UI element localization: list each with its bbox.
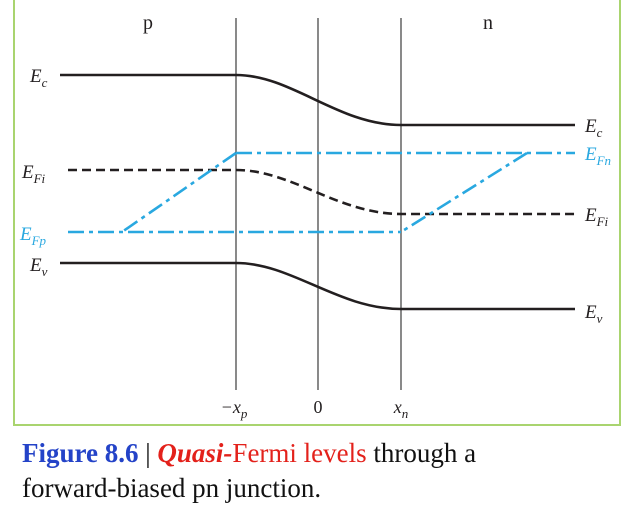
neg-xp-label: −xp bbox=[221, 397, 248, 421]
conduction-band-edge bbox=[60, 73, 575, 127]
efi-right-symbol: E bbox=[584, 205, 597, 226]
efn-symbol: E bbox=[584, 144, 597, 165]
ev-right-subscript: v bbox=[597, 311, 603, 326]
efn-label: EFn bbox=[584, 144, 611, 168]
ec-left-label: Ec bbox=[29, 66, 48, 90]
efp-label: EFp bbox=[19, 224, 47, 248]
ec-right-subscript: c bbox=[597, 125, 603, 140]
ec-left-symbol: E bbox=[29, 66, 42, 87]
caption-line-2: forward-biased pn junction. bbox=[22, 473, 322, 503]
neg-xp-symbol: −x bbox=[221, 397, 241, 417]
valence-band-edge bbox=[60, 261, 575, 311]
figure-frame bbox=[13, 0, 621, 426]
electron-quasi-fermi-slope bbox=[121, 151, 237, 234]
efn-subscript: Fn bbox=[596, 153, 611, 168]
xn-subscript: n bbox=[402, 406, 409, 421]
efi-right-subscript: Fi bbox=[596, 214, 609, 229]
caption-line1-rest: through a bbox=[366, 438, 477, 468]
caption-line-1: Figure 8.6 | Quasi-Fermi levels through … bbox=[22, 436, 622, 471]
band-diagram: p n Ec EFi EFp Ev Ec EFn EFi Ev −xp 0 xn bbox=[13, 0, 621, 426]
xn-symbol: x bbox=[393, 397, 402, 417]
n-region-label: n bbox=[483, 12, 493, 34]
xn-label: xn bbox=[393, 397, 409, 421]
ec-left-subscript: c bbox=[42, 75, 48, 90]
efi-right-label: EFi bbox=[584, 205, 609, 229]
caption-fermi-levels: Fermi levels bbox=[232, 438, 367, 468]
efi-left-subscript: Fi bbox=[33, 171, 46, 186]
figure-number: Figure 8.6 bbox=[22, 438, 139, 468]
ec-right-label: Ec bbox=[584, 116, 603, 140]
efi-left-label: EFi bbox=[21, 162, 46, 186]
figure-caption: Figure 8.6 | Quasi-Fermi levels through … bbox=[22, 436, 622, 506]
p-region-label: p bbox=[143, 12, 153, 34]
efi-left-symbol: E bbox=[21, 162, 34, 183]
ev-left-subscript: v bbox=[42, 264, 48, 279]
neg-xp-subscript: p bbox=[240, 406, 248, 421]
ev-left-label: Ev bbox=[29, 255, 48, 279]
efp-symbol: E bbox=[19, 224, 32, 245]
hole-quasi-fermi-slope bbox=[400, 151, 528, 234]
ev-right-symbol: E bbox=[584, 302, 597, 323]
ec-right-symbol: E bbox=[584, 116, 597, 137]
intrinsic-fermi-level bbox=[68, 168, 575, 216]
efp-subscript: Fp bbox=[31, 233, 47, 248]
caption-separator: | bbox=[138, 438, 158, 468]
caption-quasi: Quasi- bbox=[157, 438, 233, 468]
ev-left-symbol: E bbox=[29, 255, 42, 276]
zero-label: 0 bbox=[314, 397, 323, 417]
ev-right-label: Ev bbox=[584, 302, 603, 326]
